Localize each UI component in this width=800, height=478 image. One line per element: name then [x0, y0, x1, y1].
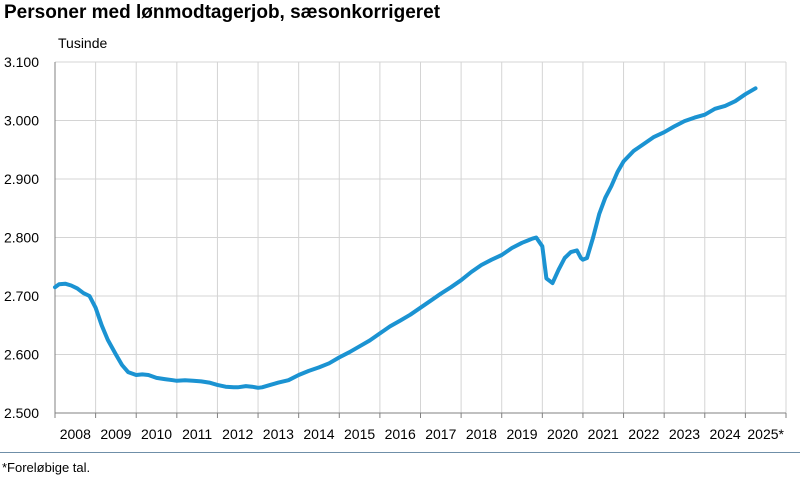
footer-divider [0, 452, 800, 453]
x-tick-label: 2012 [222, 426, 253, 442]
y-tick-label: 3.100 [4, 54, 39, 70]
y-axis-label: Tusinde [58, 35, 108, 51]
x-tick-label: 2016 [385, 426, 416, 442]
tick-labels: 2.500 2.600 2.700 2.800 2.900 3.000 3.100 2008 2… [4, 54, 785, 442]
gridlines [55, 61, 787, 413]
y-tick-label: 2.500 [4, 405, 39, 421]
x-tick-label: 2018 [466, 426, 497, 442]
x-tick-label: 2014 [303, 426, 334, 442]
x-tick-label: 2008 [60, 426, 91, 442]
chart-title: Personer med lønmodtagerjob, sæsonkorrig… [4, 2, 441, 23]
series-layer [53, 86, 758, 390]
x-tick-label: 2011 [182, 426, 212, 442]
x-tick-label: 2010 [141, 426, 172, 442]
x-tick-label: 2021 [588, 426, 619, 442]
y-tick-label: 2.900 [4, 171, 39, 187]
y-tick-label: 2.800 [4, 230, 39, 246]
axes [54, 62, 787, 418]
x-tick-label: 2024 [710, 426, 741, 442]
y-tick-label: 2.700 [4, 288, 39, 304]
series-line [53, 86, 758, 390]
x-tick-label: 2020 [547, 426, 578, 442]
x-tick-label: 2022 [628, 426, 659, 442]
x-tick-label: 2009 [100, 426, 131, 442]
x-tick-label: 2017 [425, 426, 456, 442]
y-tick-label: 3.000 [4, 113, 39, 129]
x-tick-label: 2013 [263, 426, 294, 442]
line-chart: 2.500 2.600 2.700 2.800 2.900 3.000 3.100 2008 2… [4, 35, 787, 442]
x-tick-label: 2025* [747, 426, 784, 442]
y-tick-label: 2.600 [4, 347, 39, 363]
x-tick-label: 2019 [506, 426, 537, 442]
footnote: *Foreløbige tal. [2, 460, 91, 475]
x-tick-label: 2015 [344, 426, 375, 442]
x-tick-label: 2023 [669, 426, 700, 442]
